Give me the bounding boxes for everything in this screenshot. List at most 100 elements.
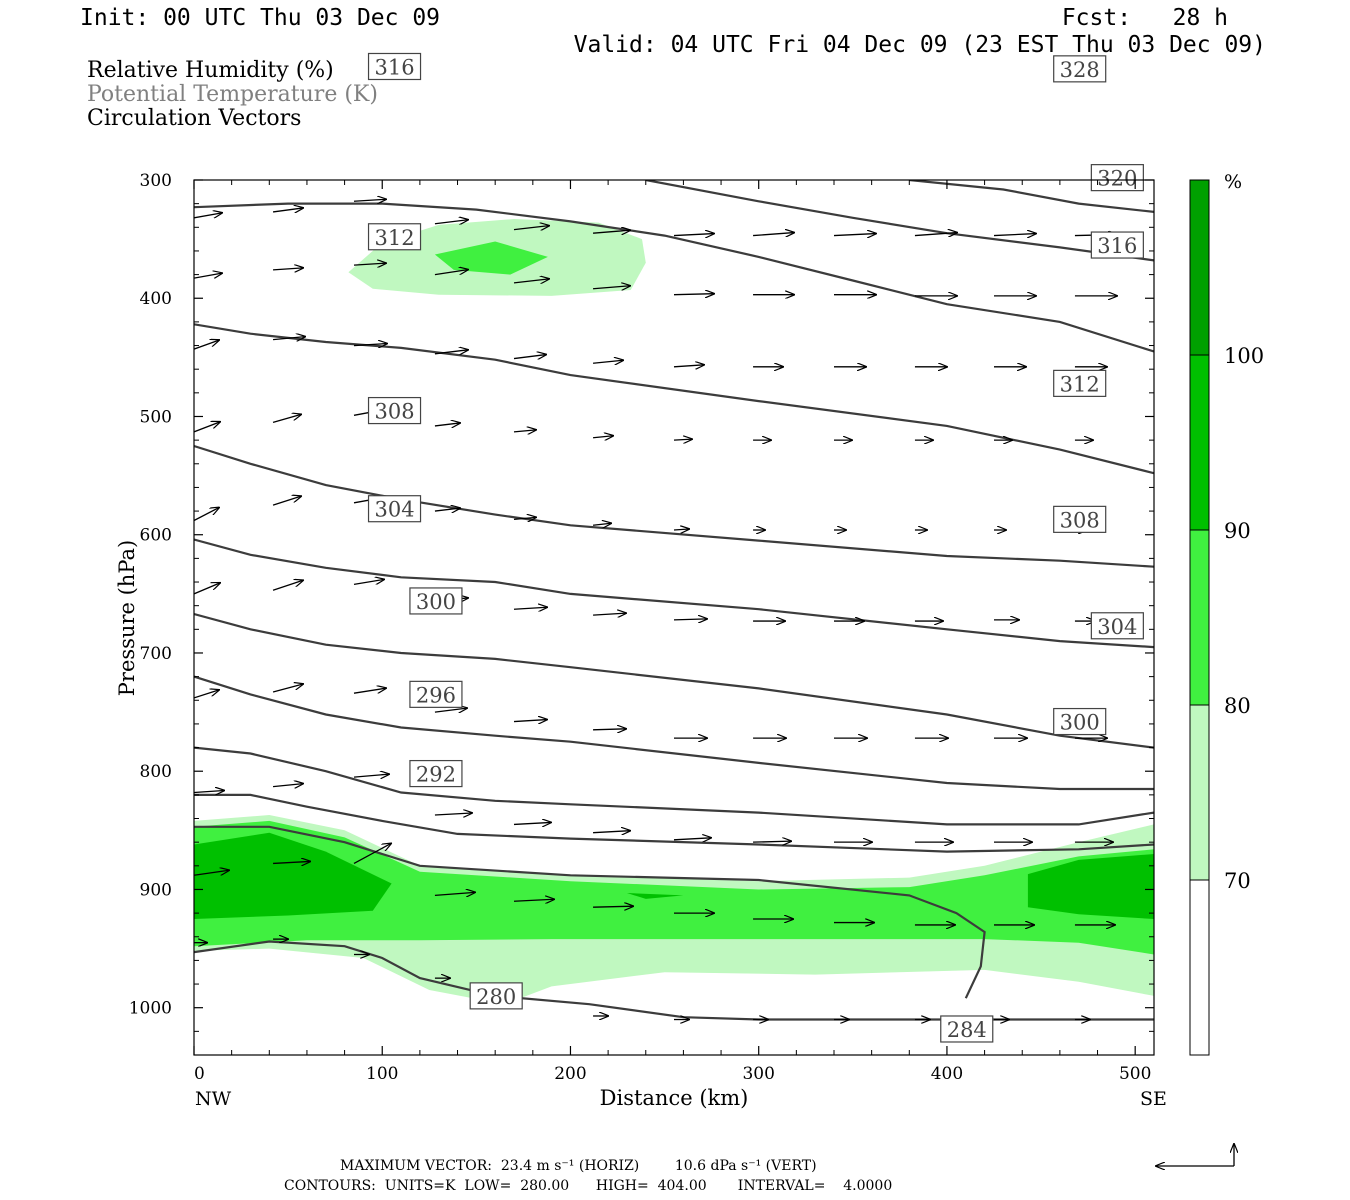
theta-contour-288 (194, 793, 1154, 853)
theta-contour-292 (194, 746, 1154, 826)
circulation-vector (592, 523, 611, 525)
circulation-vector (194, 508, 219, 522)
circulation-vector (434, 423, 460, 426)
contour-label-328: 328 (1053, 55, 1107, 83)
colorbar-segment (1189, 879, 1210, 1056)
contour-label-320: 320 (1090, 164, 1144, 192)
circulation-vector (513, 355, 546, 359)
circulation-vector (833, 234, 876, 236)
svg-text:296: 296 (416, 683, 456, 707)
theta-contour-316 (194, 202, 1154, 353)
circulation-vector (593, 906, 633, 907)
circulation-vector (273, 861, 310, 863)
circulation-vector (592, 436, 613, 438)
max-vector-text: MAXIMUM VECTOR: 23.4 m s⁻¹ (HORIZ) 10.6 … (340, 1158, 817, 1174)
circulation-vector (673, 838, 711, 840)
plot-frame (193, 179, 1155, 1056)
circulation-vector (272, 208, 303, 212)
rh-region-80-3 (434, 241, 548, 275)
colorbar-segment (1189, 529, 1210, 706)
circulation-vector (272, 496, 301, 506)
field-rh-title: Relative Humidity (%) (87, 58, 334, 83)
circulation-vector (434, 270, 468, 276)
svg-text:320: 320 (1097, 167, 1137, 191)
field-theta-title: Potential Temperature (K) (87, 82, 378, 107)
axes: 300 400 500 600 700 800 900 1000 0 100 200 300 400 50… (129, 171, 1154, 1084)
x-axis-title: Distance (km) (600, 1086, 749, 1110)
circulation-vector (673, 294, 714, 295)
circulation-vector (513, 822, 551, 824)
contour-label-312: 312 (367, 223, 422, 251)
circulation-vector (353, 579, 384, 586)
field-vectors-title: Circulation Vectors (87, 106, 301, 131)
x-tick-label: 200 (554, 1064, 586, 1084)
contour-label-layer: 280 284 292 296 300 304 308 312 316 328 320 316 312 3… (367, 52, 1144, 1043)
circulation-vector (914, 233, 957, 236)
circulation-vector (353, 843, 391, 865)
contour-label-312: 312 (1053, 369, 1107, 397)
rh-region-90-4 (194, 832, 392, 919)
contour-label-304: 304 (1090, 612, 1144, 640)
circulation-vector (272, 580, 303, 591)
y-tick-label: 800 (140, 762, 172, 782)
forecast-hour: Fcst: 28 h (1062, 5, 1228, 31)
svg-text:308: 308 (1060, 508, 1100, 532)
circulation-vector (353, 199, 386, 201)
x-tick-label: 0 (194, 1064, 205, 1084)
theta-contour-308 (194, 444, 1154, 568)
x-right-endlabel: SE (1140, 1088, 1167, 1110)
colorbar-level-label: 80 (1224, 694, 1251, 718)
y-tick-label: 900 (140, 880, 172, 900)
contour-label-308: 308 (367, 396, 422, 425)
contour-label-284: 284 (940, 1015, 994, 1043)
contour-label-304: 304 (367, 495, 422, 523)
circulation-vector (513, 517, 536, 519)
circulation-vector (272, 414, 301, 424)
circulation-vector (273, 268, 303, 270)
rh-region-80-2 (194, 820, 1154, 955)
svg-text:328: 328 (1060, 58, 1100, 82)
circulation-vector (993, 234, 1036, 236)
circulation-vector (513, 430, 536, 432)
svg-text:316: 316 (1097, 234, 1137, 258)
circulation-vector (194, 690, 219, 699)
y-tick-label: 300 (140, 171, 172, 191)
circulation-vector (673, 529, 689, 530)
circulation-vector (673, 365, 704, 367)
rh-fill-layer (194, 219, 1154, 1005)
circulation-vector (513, 899, 554, 901)
colorbar-level-label: 90 (1224, 519, 1251, 543)
svg-text:304: 304 (374, 498, 414, 522)
colorbar-level-label: 70 (1224, 869, 1251, 893)
svg-text:304: 304 (1097, 615, 1137, 639)
theta-contour-304 (194, 538, 1154, 649)
circulation-vector (592, 360, 623, 363)
theta-contour-320 (645, 180, 1154, 262)
rh-region-90-5 (626, 893, 684, 899)
x-tick-label: 100 (366, 1064, 398, 1084)
circulation-vector (353, 263, 386, 265)
x-tick-label: 300 (742, 1064, 774, 1084)
circulation-vector (353, 688, 386, 694)
circulation-vector (194, 791, 224, 793)
circulation-vector (353, 774, 389, 777)
theta-contour-312 (194, 323, 1154, 475)
x-tick-label: 500 (1119, 1064, 1151, 1084)
reference-vector-icon (1156, 1144, 1234, 1166)
svg-text:300: 300 (416, 590, 456, 614)
circulation-vector (593, 831, 630, 833)
circulation-vector (513, 607, 547, 609)
colorbar-segment (1189, 179, 1210, 356)
init-time: Init: 00 UTC Thu 03 Dec 09 (80, 5, 440, 31)
theta-contour-296 (194, 675, 1154, 791)
vector-layer (194, 199, 1117, 1019)
colorbar-level-label: 100 (1224, 344, 1264, 368)
svg-text:316: 316 (374, 55, 414, 79)
contour-label-300: 300 (1053, 707, 1107, 736)
circulation-vector (513, 279, 549, 283)
y-tick-label: 500 (140, 407, 172, 427)
circulation-vector (593, 613, 626, 615)
svg-text:280: 280 (476, 985, 516, 1009)
circulation-vector (272, 684, 303, 693)
